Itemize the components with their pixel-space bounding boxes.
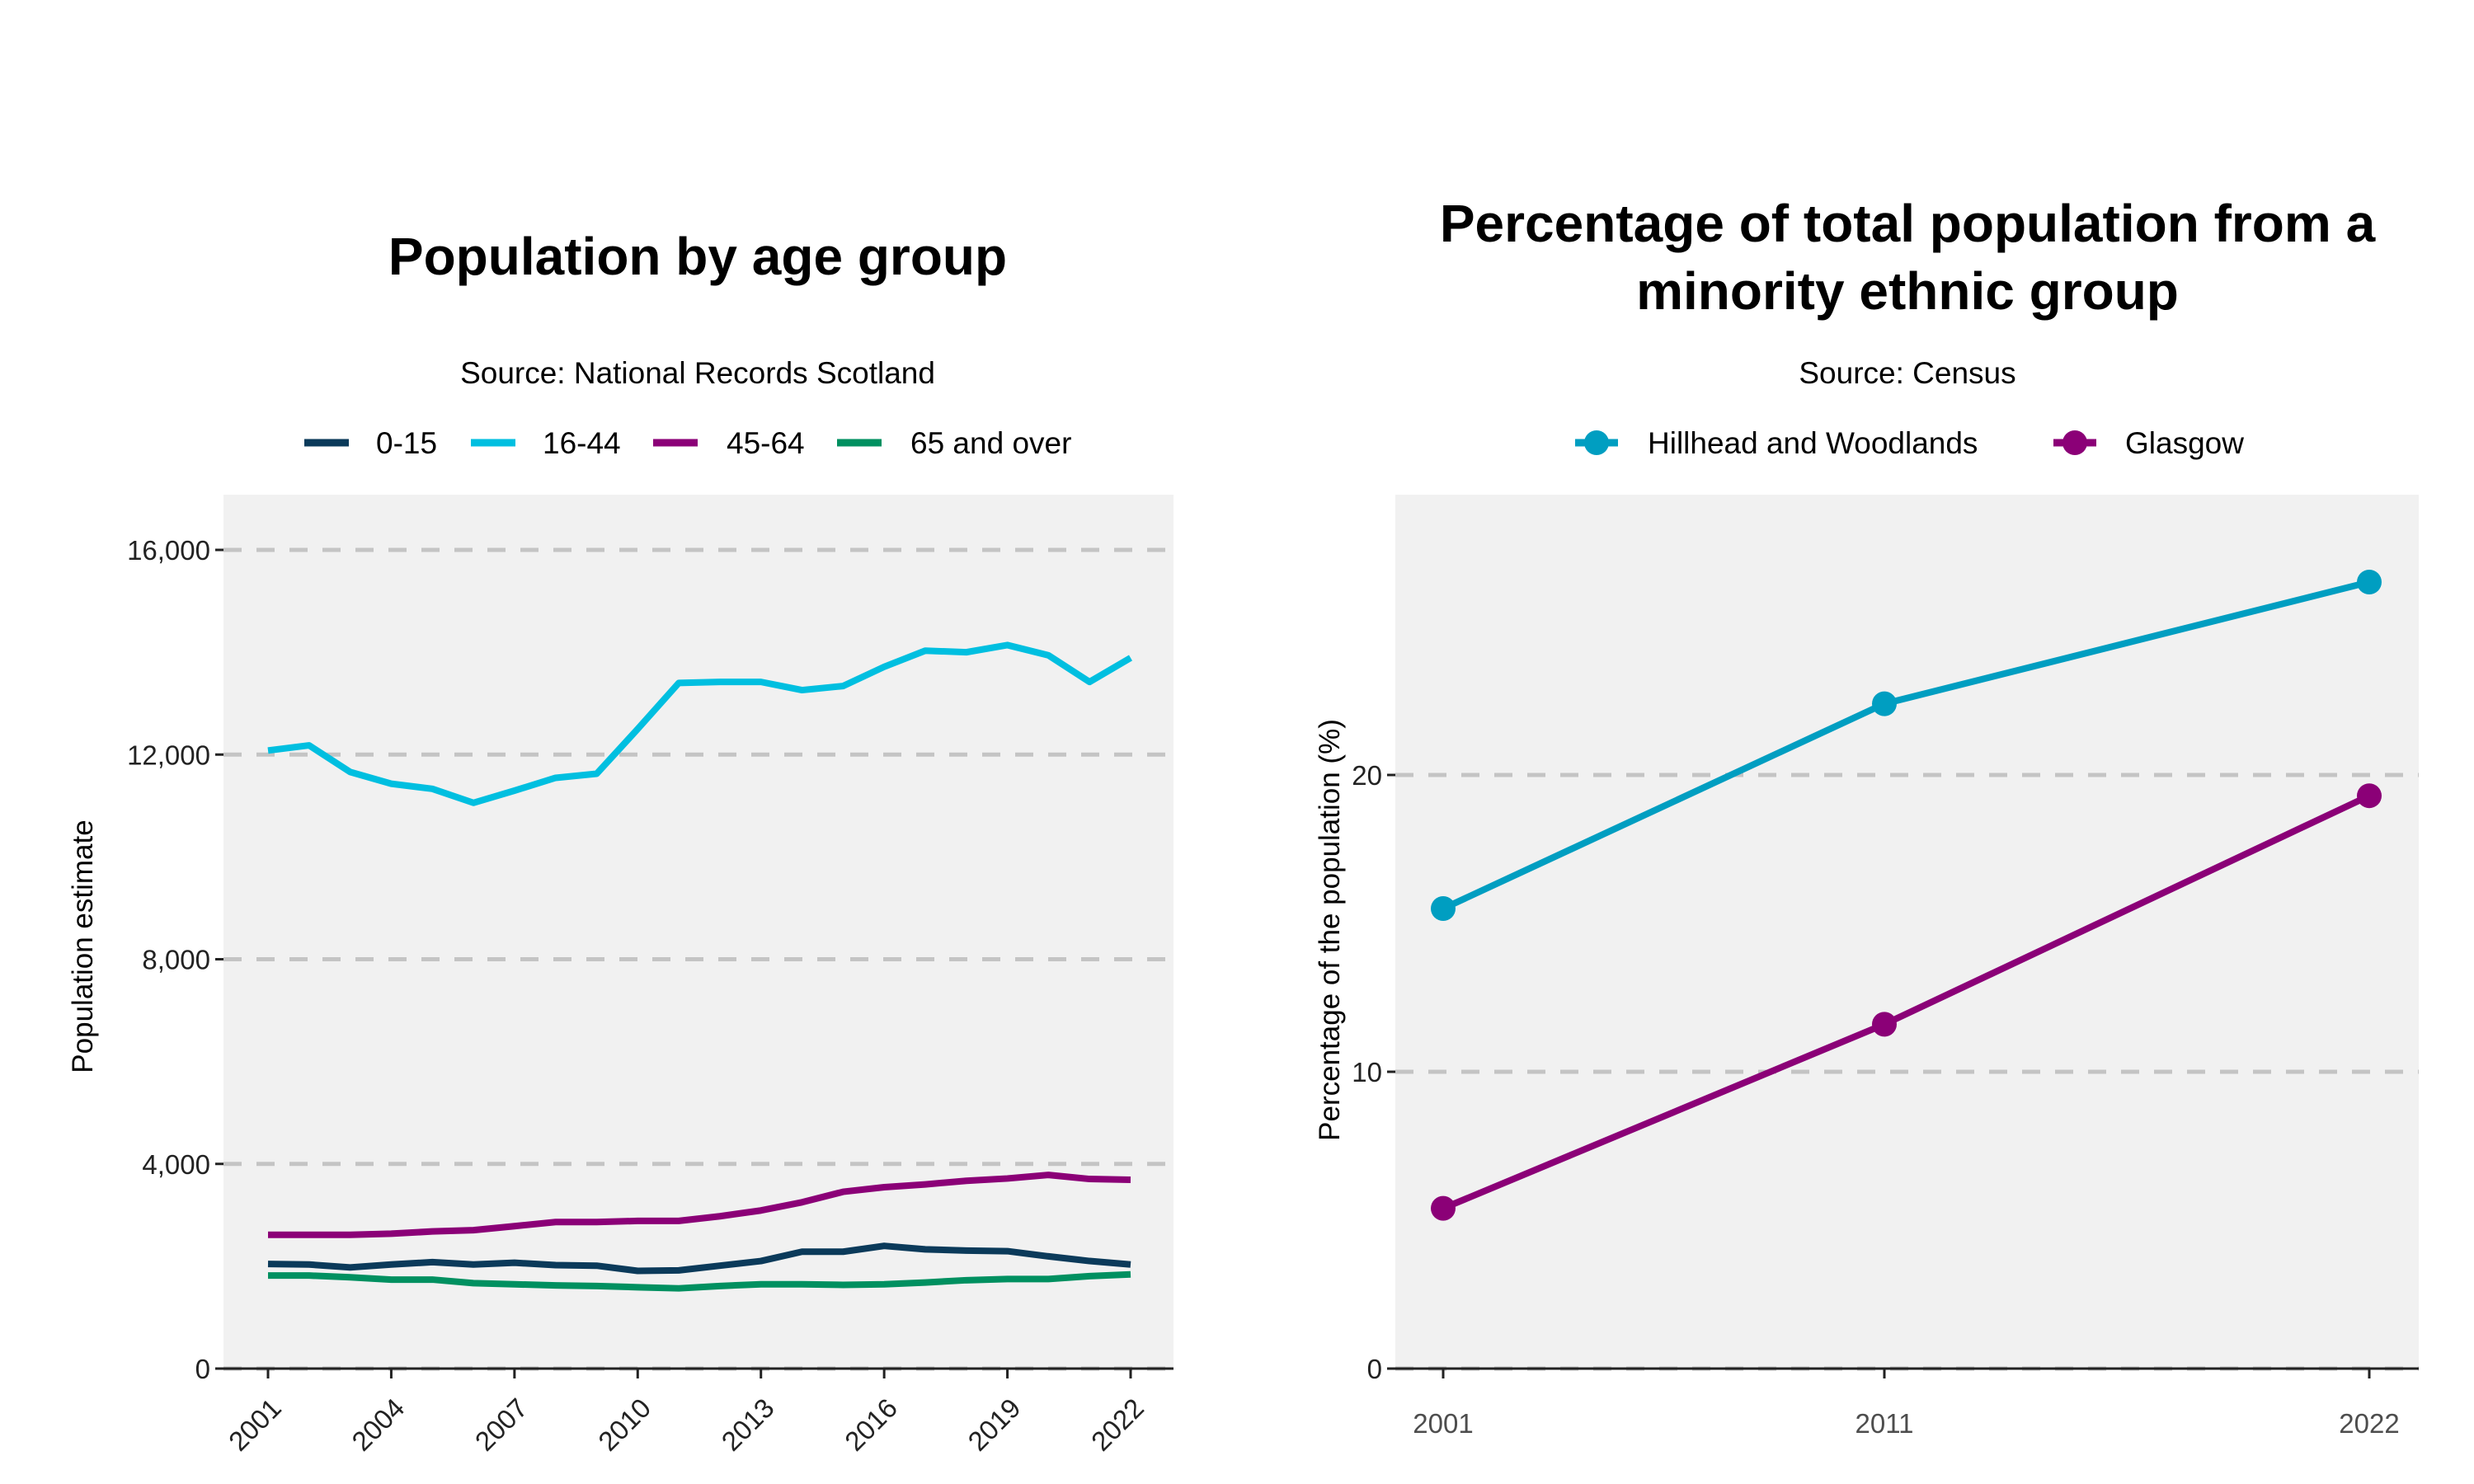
chart-title: Population by age group [388,227,1007,286]
chart-subtitle: Source: Census [1799,356,2015,390]
y-tick-label: 12,000 [127,740,210,770]
legend-marker [1584,430,1609,455]
series-line-0-15 [267,1242,1131,1275]
legend: 0-15 16-44 45-64 65 and over [304,426,1071,460]
legend-label: 45-64 [727,426,805,460]
y-axis-label: Population estimate [67,819,99,1073]
y-tick-label: 4,000 [142,1149,210,1180]
legend-marker [2062,430,2087,455]
data-point [1431,896,1456,921]
y-tick-label: 0 [195,1354,210,1384]
y-tick-label: 10 [1352,1057,1382,1087]
data-point [2357,783,2382,809]
legend-label: Glasgow [2125,426,2244,460]
series-line-45-64 [268,1172,1131,1238]
legend-label: Hillhead and Woodlands [1648,426,1978,460]
y-tick-label: 0 [1367,1354,1382,1384]
y-tick-label: 20 [1352,760,1382,791]
x-tick-label: 2022 [2339,1408,2399,1439]
legend-label: 0-15 [376,426,437,460]
x-tick-label: 2001 [223,1392,287,1457]
plot-panel [1395,495,2419,1369]
plot-panel [223,495,1174,1369]
x-tick-label: 2007 [469,1392,534,1457]
series-line-65-and-over [268,1270,1131,1292]
y-axis-label: Percentage of the population (%) [1314,719,1346,1141]
chart-title-line-1: Percentage of total population from a [1440,194,2376,253]
legend: Hillhead and Woodlands Glasgow [1575,426,2244,460]
y-tick-label: 16,000 [127,535,210,566]
y-tick-label: 8,000 [142,945,210,975]
x-tick-label: 2001 [1413,1408,1473,1439]
x-tick-label: 2004 [346,1392,410,1457]
x-tick-label: 2011 [1856,1408,1914,1439]
legend-label: 16-44 [543,426,621,460]
x-tick-label: 2022 [1085,1392,1150,1457]
data-point [1431,1195,1456,1221]
chart-subtitle: Source: National Records Scotland [460,356,935,390]
minority-ethnic-chart: Percentage of total population from a mi… [1314,194,2419,1439]
population-by-age-chart: Population by age group Source: National… [67,227,1174,1457]
chart-title-line-2: minority ethnic group [1636,261,2179,321]
x-tick-label: 2019 [962,1392,1026,1457]
legend-label: 65 and over [910,426,1071,460]
data-point [2357,570,2382,594]
data-point [1872,691,1897,716]
x-tick-label: 2010 [592,1392,656,1457]
x-tick-label: 2013 [716,1392,780,1457]
x-tick-label: 2016 [839,1392,903,1457]
data-point [1872,1012,1897,1037]
series-line-16-44 [267,641,1133,806]
